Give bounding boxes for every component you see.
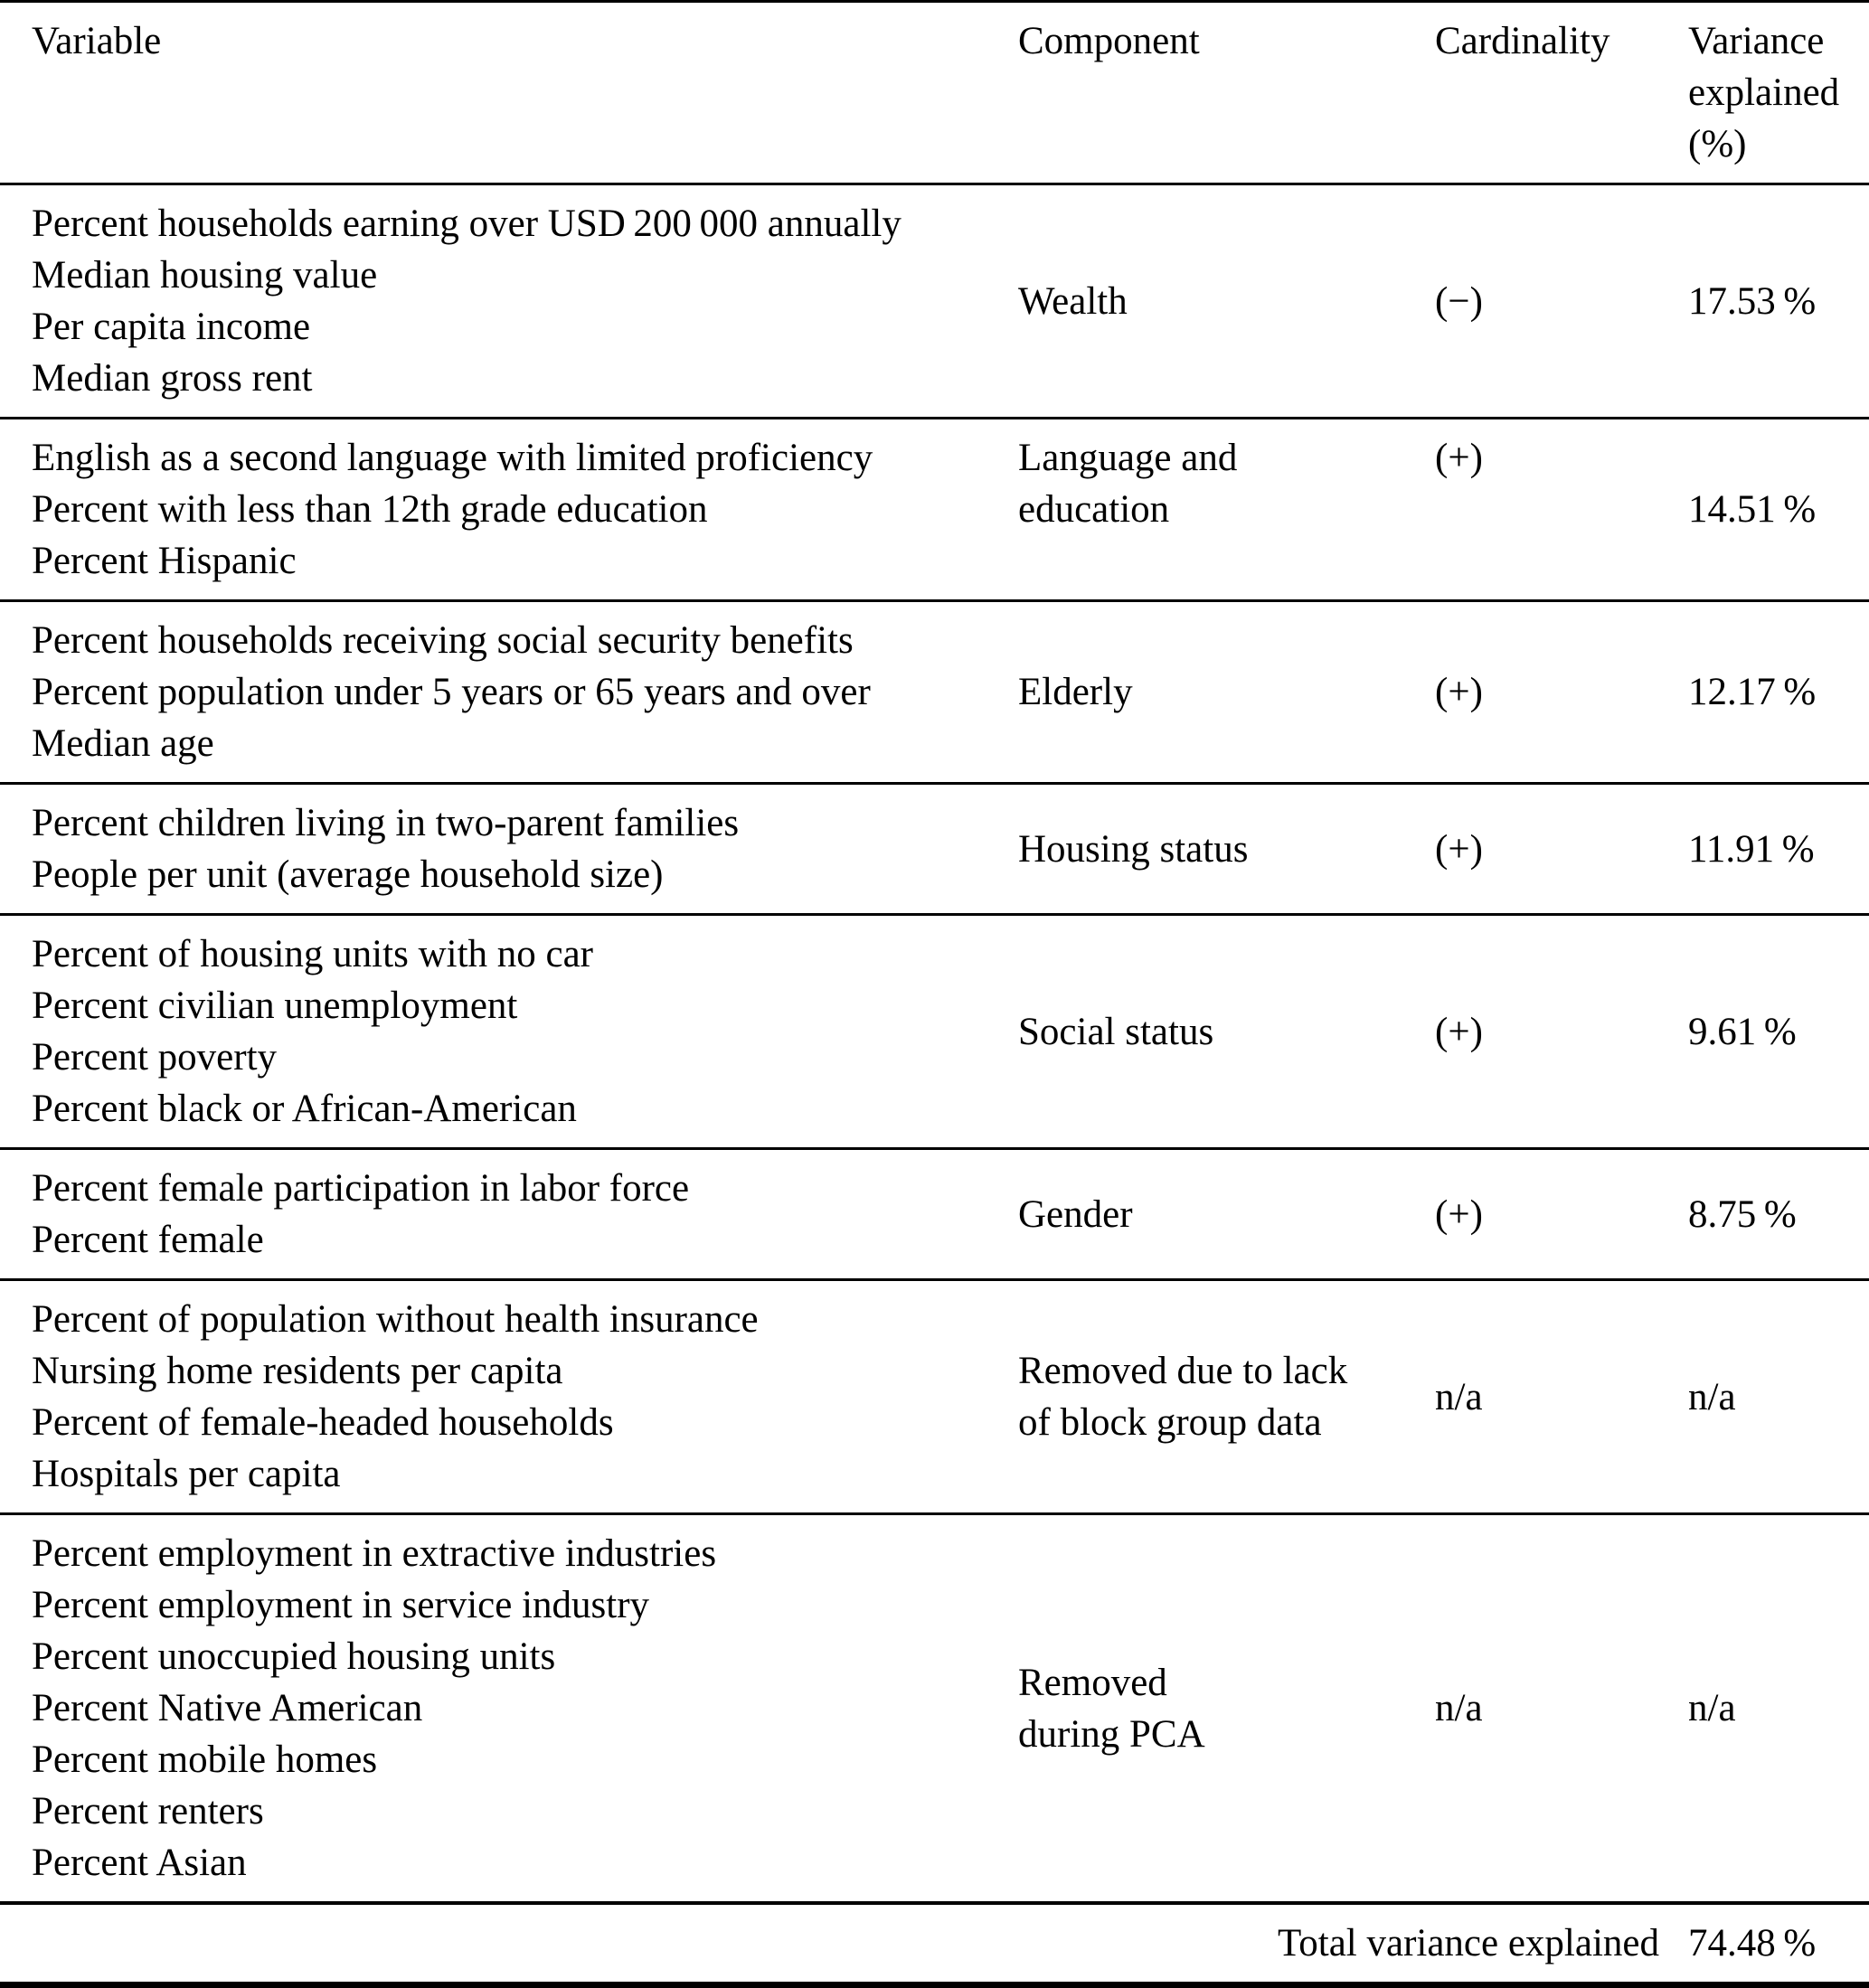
variance-cell: 9.61 %	[1688, 1010, 1797, 1053]
total-variance-label: Total variance explained	[1277, 1922, 1659, 1964]
variance-cell: 12.17 %	[1688, 671, 1817, 713]
variable-list: Percent employment in extractive industr…	[32, 1532, 717, 1884]
table-row-wealth: Percent households earning over USD 200 …	[0, 184, 1869, 419]
variance-cell: 14.51 %	[1688, 488, 1817, 531]
variance-cell: 17.53 %	[1688, 279, 1817, 323]
component-cell: Social status	[1018, 1010, 1214, 1053]
component-cell: Language and education	[1018, 437, 1238, 531]
cardinality-cell: (+)	[1435, 1192, 1483, 1236]
table-row-elderly: Percent households receiving social secu…	[0, 601, 1869, 784]
cardinality-cell: (+)	[1435, 827, 1483, 871]
table-row-social-status: Percent of housing units with no car Per…	[0, 915, 1869, 1149]
total-variance-value: 74.48 %	[1688, 1922, 1817, 1964]
variance-cell: n/a	[1688, 1687, 1736, 1729]
table-row-removed-block-group: Percent of population without health ins…	[0, 1280, 1869, 1514]
table-row-housing-status: Percent children living in two-parent fa…	[0, 784, 1869, 915]
variable-list: Percent of housing units with no car Per…	[32, 933, 594, 1130]
col-header-variable: Variable	[0, 1, 999, 185]
table-body: Percent households earning over USD 200 …	[0, 184, 1869, 1903]
component-cell: Wealth	[1018, 279, 1128, 323]
variable-list: Percent children living in two-parent fa…	[32, 802, 740, 896]
component-cell: Gender	[1018, 1192, 1133, 1236]
variance-cell: n/a	[1688, 1375, 1736, 1418]
cardinality-cell: n/a	[1435, 1687, 1483, 1729]
table-footer: Total variance explained 74.48 %	[0, 1903, 1869, 1985]
component-cell: Removed during PCA	[1018, 1661, 1205, 1756]
component-cell: Housing status	[1018, 827, 1249, 871]
col-header-variance-explained: Variance explained (%)	[1673, 1, 1869, 185]
cardinality-cell: (−)	[1435, 279, 1483, 323]
variance-cell: 8.75 %	[1688, 1192, 1797, 1236]
variable-list: Percent of population without health ins…	[32, 1298, 759, 1495]
col-header-component: Component	[999, 1, 1420, 185]
table-row-language-education: English as a second language with limite…	[0, 419, 1869, 601]
cardinality-cell: n/a	[1435, 1375, 1483, 1418]
variable-list: Percent households earning over USD 200 …	[32, 203, 901, 400]
col-header-cardinality: Cardinality	[1420, 1, 1673, 185]
variable-list: Percent female participation in labor fo…	[32, 1167, 690, 1261]
table-row-removed-pca: Percent employment in extractive industr…	[0, 1514, 1869, 1903]
variable-list: Percent households receiving social secu…	[32, 619, 871, 765]
total-row: Total variance explained 74.48 %	[0, 1903, 1869, 1985]
cardinality-cell: (+)	[1435, 437, 1483, 479]
table-row-gender: Percent female participation in labor fo…	[0, 1149, 1869, 1280]
cardinality-cell: (+)	[1435, 671, 1483, 713]
header-row: Variable Component Cardinality Variance …	[0, 1, 1869, 185]
variance-cell: 11.91 %	[1688, 827, 1815, 871]
component-cell: Removed due to lack of block group data	[1018, 1350, 1348, 1444]
cardinality-cell: (+)	[1435, 1010, 1483, 1053]
table-header: Variable Component Cardinality Variance …	[0, 1, 1869, 185]
component-cell: Elderly	[1018, 671, 1133, 713]
variable-list: English as a second language with limite…	[32, 437, 873, 582]
